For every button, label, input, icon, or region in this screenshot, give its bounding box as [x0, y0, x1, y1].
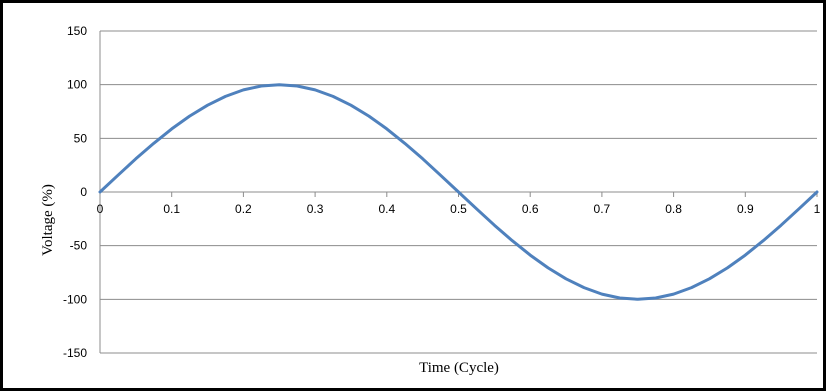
- y-tick-label: 100: [67, 78, 87, 92]
- x-tick-label: 0.9: [737, 202, 754, 216]
- gridlines: [99, 30, 817, 354]
- y-axis-title: Voltage (%): [40, 184, 56, 256]
- x-tick-label: 0: [97, 202, 104, 216]
- series-layer: [98, 83, 819, 301]
- x-tick-label: 0.7: [594, 202, 611, 216]
- x-axis: 0 0.1 0.2 0.3 0.4 0.5 0.6 0.7 0.8 0.9 1: [97, 191, 821, 216]
- x-axis-title: Time (Cycle): [419, 360, 499, 376]
- x-tick-label: 1: [814, 202, 821, 216]
- y-tick-label: 0: [80, 185, 87, 199]
- y-tick-label: -150: [63, 346, 87, 360]
- x-tick-label: 0.4: [378, 202, 395, 216]
- y-tick-label: -50: [70, 239, 88, 253]
- series-line-0: [98, 83, 819, 301]
- x-tick-label: 0.2: [235, 202, 252, 216]
- x-tick-label: 0.8: [665, 202, 682, 216]
- y-tick-label: 150: [67, 24, 87, 38]
- x-tick-label: 0.1: [163, 202, 180, 216]
- x-tick-label: 0.3: [307, 202, 324, 216]
- y-axis-ticks: 150 100 50 0 -50 -100 -150: [63, 24, 87, 360]
- x-tick-label: 0.5: [450, 202, 467, 216]
- y-tick-label: 50: [74, 131, 88, 145]
- x-tick-label: 0.6: [522, 202, 539, 216]
- y-tick-label: -100: [63, 292, 87, 306]
